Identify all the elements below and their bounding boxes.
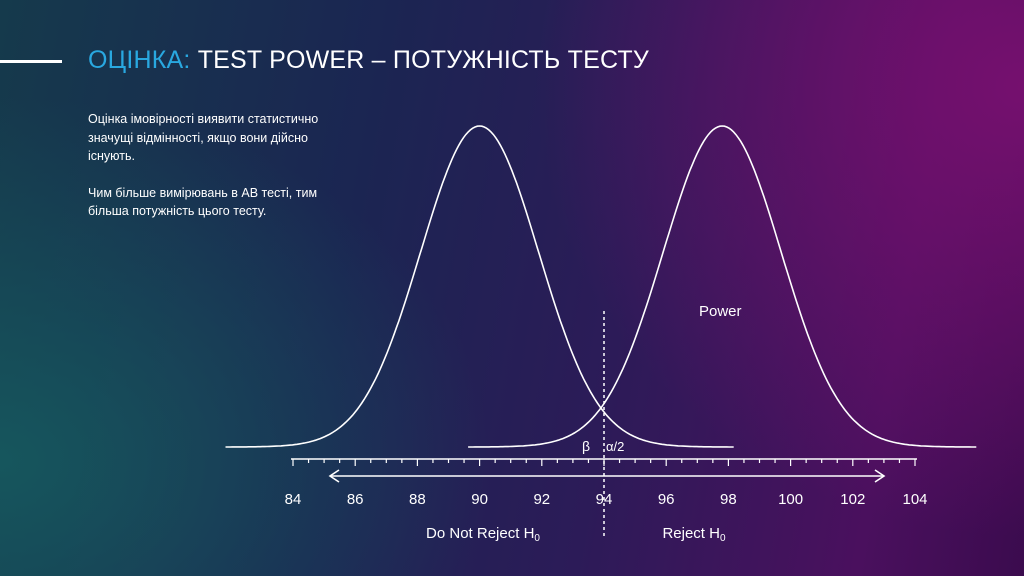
description-paragraph-2: Чим більше вимірювань в AB тесті, тим бі… [88,185,318,219]
page-title: ОЦІНКА: TEST POWER – ПОТУЖНІСТЬ ТЕСТУ [88,46,649,75]
title-accent: ОЦІНКА: [88,46,191,74]
x-tick-label: 100 [778,491,803,508]
arrow-right-head [874,469,886,483]
x-tick-label: 90 [471,491,488,508]
x-tick-label: 88 [409,491,426,508]
description-paragraph-1: Оцінка імовірності виявити статистично з… [88,112,319,163]
x-tick-label: 92 [533,491,550,508]
power-label: Power [699,303,742,320]
x-tick-label: 84 [285,491,302,508]
title-accent-bar [0,60,62,63]
reject-label: Reject H0 [662,525,726,544]
title-main: TEST POWER – ПОТУЖНІСТЬ ТЕСТУ [197,46,649,74]
x-tick-label: 104 [902,491,927,508]
x-tick-labels: 84 86 88 90 92 94 96 98 100 102 104 [285,491,928,508]
range-arrow [328,469,886,483]
do-not-reject-label: Do Not Reject H0 [426,525,540,544]
x-tick-label: 86 [347,491,364,508]
x-tick-label: 96 [658,491,675,508]
description: Оцінка імовірності виявити статистично з… [88,110,348,239]
x-tick-label: 102 [840,491,865,508]
beta-label: β [582,438,590,454]
alpha-half-label: α/2 [606,439,624,454]
arrow-left-head [328,469,340,483]
alternative-distribution-curve [468,125,977,448]
distribution-curves [225,125,977,448]
x-tick-label: 98 [720,491,737,508]
reject-subscript: 0 [720,533,726,544]
do-not-reject-subscript: 0 [534,533,540,544]
x-axis [291,458,917,466]
reject-text: Reject H [662,525,720,542]
null-distribution-curve [225,125,734,448]
do-not-reject-text: Do Not Reject H [426,525,534,542]
